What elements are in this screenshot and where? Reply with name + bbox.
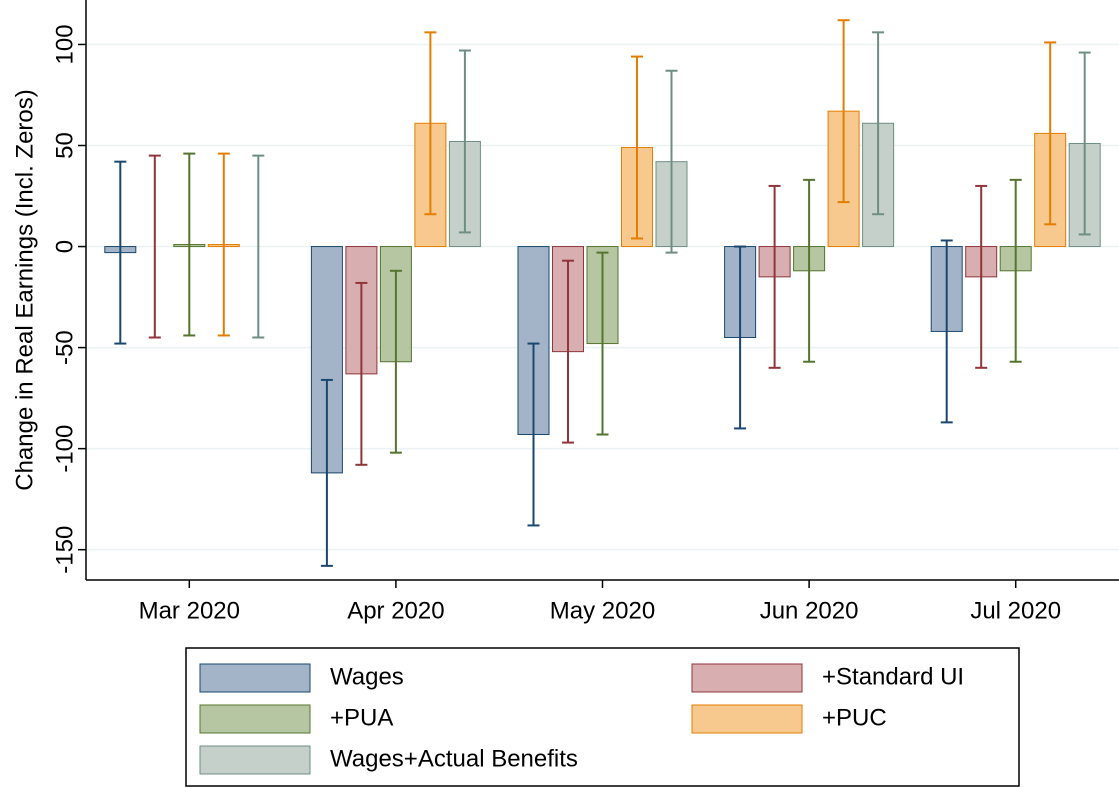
error-bar	[183, 152, 196, 337]
y-tick-label: -150	[51, 526, 78, 574]
error-bar	[768, 184, 781, 369]
error-bar	[320, 378, 333, 567]
legend-swatch	[199, 663, 311, 693]
legend-label: +PUA	[330, 704, 393, 731]
error-bar	[940, 239, 953, 424]
error-bar	[665, 69, 678, 254]
legend-label: +Standard UI	[822, 663, 964, 690]
x-tick-label: Mar 2020	[139, 597, 240, 624]
legend-swatch	[691, 663, 803, 693]
error-bar	[1009, 178, 1022, 363]
error-bar	[596, 251, 609, 436]
error-bar	[458, 49, 471, 234]
y-tick-label: 100	[51, 24, 78, 64]
error-bar	[527, 342, 540, 527]
error-bar	[1044, 41, 1057, 226]
error-bar	[803, 178, 816, 363]
error-bar	[355, 281, 368, 466]
error-bar	[975, 184, 988, 369]
error-bar	[631, 55, 643, 240]
error-bar	[734, 245, 747, 430]
y-tick-label: -100	[51, 425, 78, 473]
error-bar	[252, 154, 265, 339]
error-bar	[424, 31, 437, 216]
error-bar	[217, 152, 230, 337]
legend-label: Wages	[330, 663, 404, 690]
y-tick-label: 0	[51, 240, 78, 253]
error-bar	[389, 269, 402, 454]
legend-label: +PUC	[822, 704, 887, 731]
error-bar	[1078, 51, 1091, 236]
error-bar	[872, 31, 885, 216]
x-tick-label: Apr 2020	[347, 597, 444, 624]
legend-box	[185, 647, 1020, 787]
x-tick-label: Jul 2020	[970, 597, 1061, 624]
legend-swatch	[691, 704, 803, 734]
error-bar	[148, 154, 161, 339]
legend-swatch	[199, 745, 311, 775]
x-tick-label: Jun 2020	[760, 597, 859, 624]
x-tick-label: May 2020	[550, 597, 655, 624]
error-bar	[114, 160, 127, 345]
legend-label: Wages+Actual Benefits	[330, 745, 578, 772]
y-tick-label: 50	[51, 132, 78, 159]
y-axis-title: Change in Real Earnings (Incl. Zeros)	[11, 89, 38, 491]
error-bar	[562, 259, 574, 444]
y-tick-label: -50	[51, 330, 78, 365]
legend-swatch	[199, 704, 311, 734]
error-bar	[837, 19, 850, 204]
